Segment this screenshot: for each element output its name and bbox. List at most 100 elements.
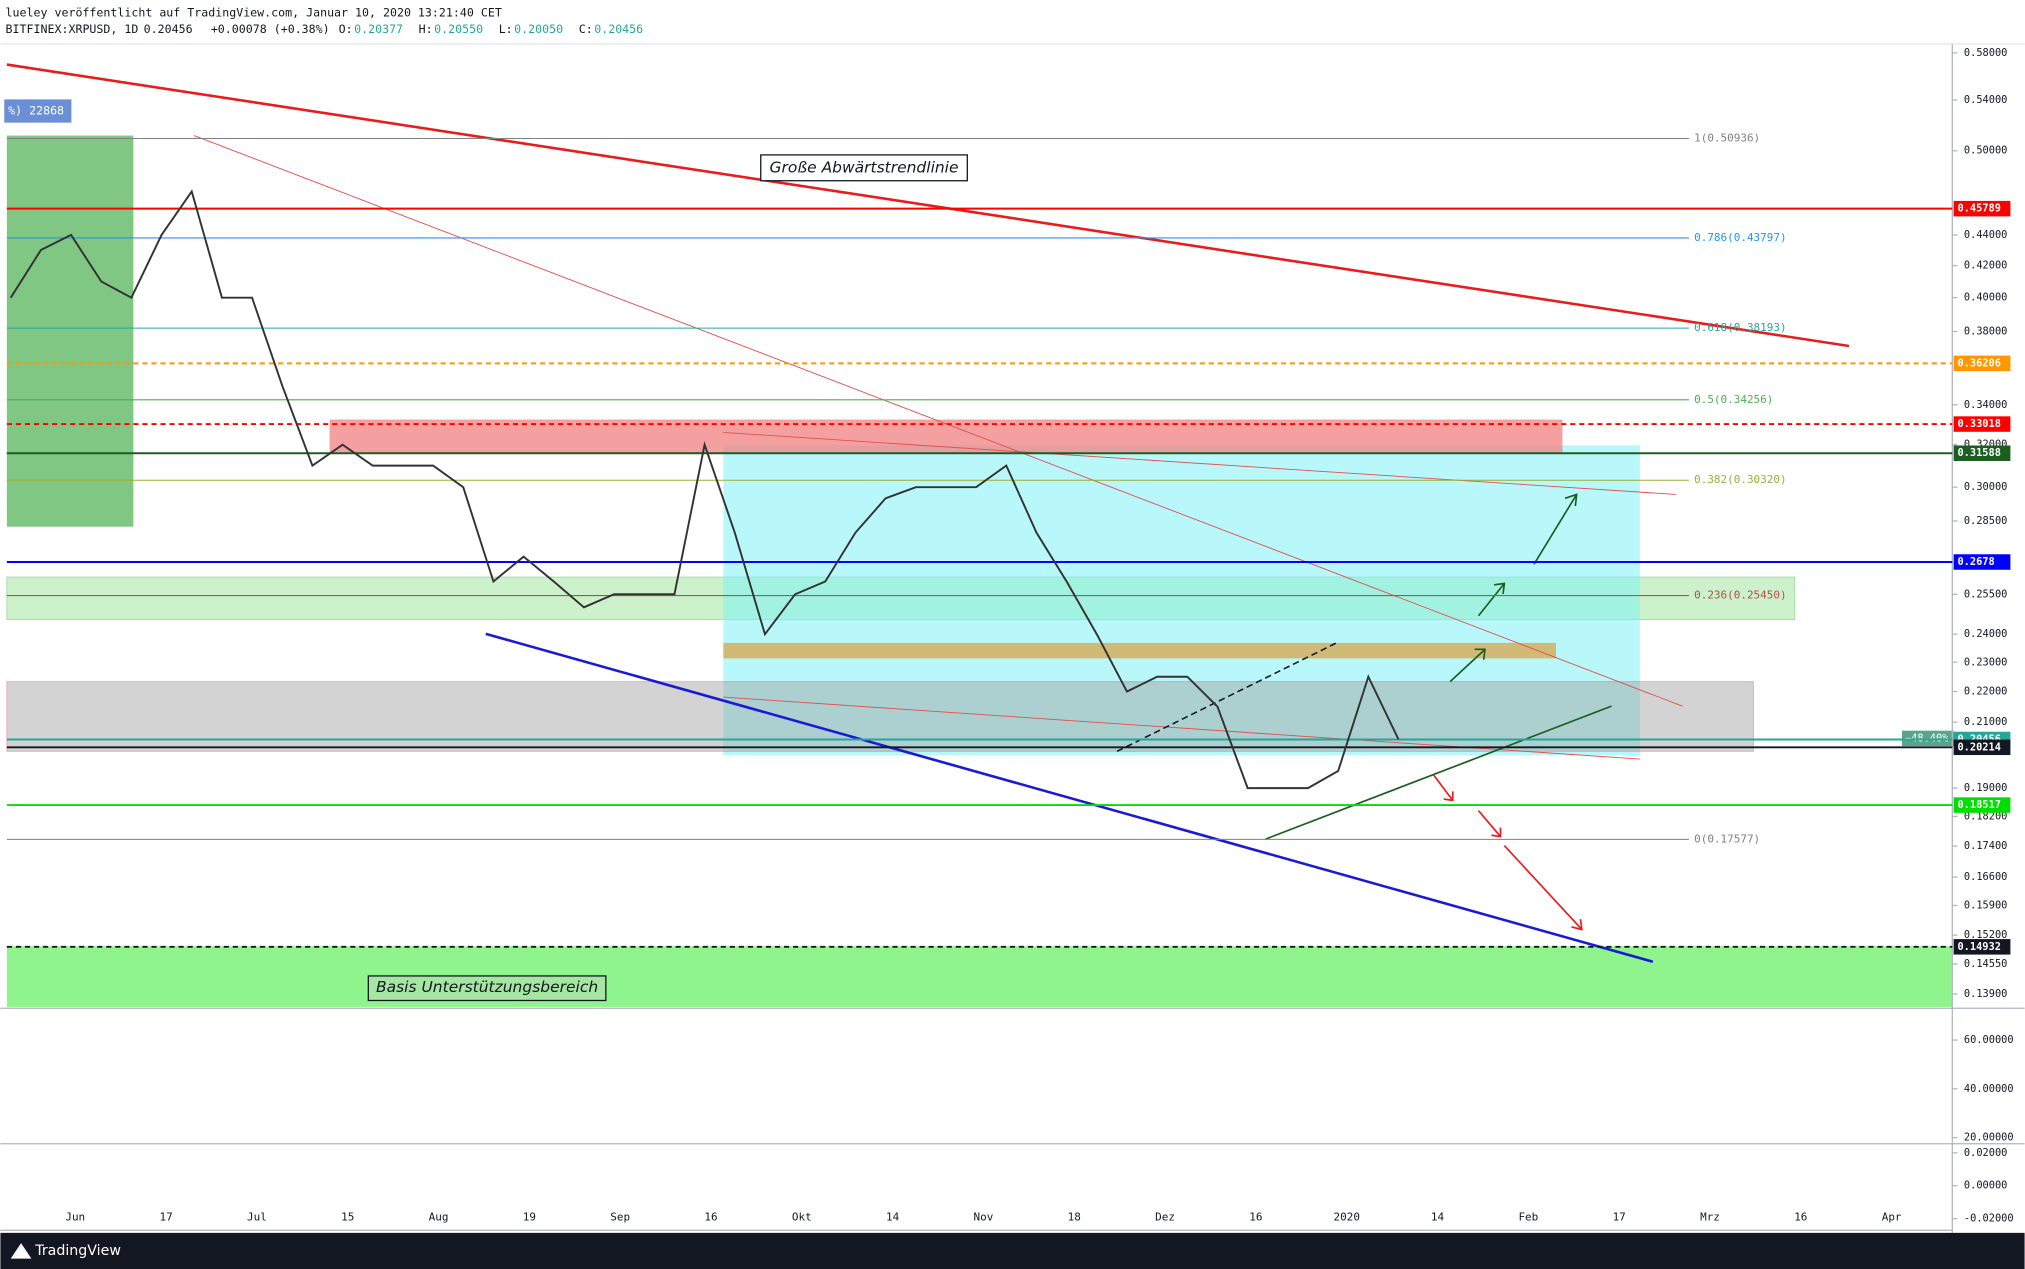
x-tick-label: Okt: [792, 1210, 812, 1223]
x-tick-label: 18: [1068, 1210, 1081, 1223]
zone: [329, 419, 1563, 454]
footer-bar: [0, 1232, 2025, 1269]
level-label: 0.20214: [1957, 741, 2000, 753]
level-box: [1953, 739, 2011, 756]
trendline: [193, 135, 1683, 707]
fib-label: 0.382(0.30320): [1694, 473, 1786, 486]
y-tick-label: 0.25500: [1964, 588, 2007, 600]
price-change: +0.00078 (+0.38%): [211, 22, 330, 36]
level-box: [1953, 445, 2011, 461]
level-box: [1953, 939, 2011, 955]
arrows: [1449, 493, 1578, 683]
y-tick-label: 0.15200: [1964, 929, 2007, 941]
x-tick-label: 19: [523, 1210, 536, 1223]
y-tick-label: 60.00000: [1964, 1034, 2014, 1046]
y-tick-label: 0.38000: [1964, 325, 2007, 337]
y-tick-label: 0.23000: [1964, 656, 2007, 668]
trendline: [485, 632, 1654, 963]
level-label: 0.33018: [1957, 418, 2000, 430]
fib-label: 1(0.50936): [1694, 131, 1760, 144]
annotation-box: [760, 154, 968, 182]
x-tick-label: Jun: [65, 1210, 85, 1223]
trendline: [723, 696, 1640, 760]
fib-label: 0.5(0.34256): [1694, 393, 1773, 406]
trendline: [1265, 705, 1612, 840]
y-tick-label: 0.16600: [1964, 871, 2007, 883]
trendline: [6, 63, 1850, 348]
y-tick-label: 0.22000: [1964, 686, 2007, 698]
ohlc-label: H:: [419, 22, 433, 36]
y-tick-label: 0.40000: [1964, 292, 2007, 304]
x-tick-label: 16: [1794, 1210, 1807, 1223]
ohlc-value: 0.20050: [514, 22, 563, 36]
y-tick-label: 20.00000: [1964, 1132, 2014, 1144]
label-box: [4, 99, 72, 123]
y-tick-label: 0.19000: [1964, 782, 2007, 794]
ohlc-value: 0.20377: [354, 22, 403, 36]
x-tick-label: 17: [159, 1210, 172, 1223]
annotation-box: [367, 975, 607, 1002]
symbol: BITFINEX:XRPUSD, 1D: [6, 22, 139, 36]
last-price: 0.20456: [144, 22, 193, 36]
zone: [6, 946, 1953, 1007]
y-tick-label: 0.28500: [1964, 515, 2007, 527]
y-tick-label: 0.17400: [1964, 840, 2007, 852]
y-tick-label: 0.24000: [1964, 628, 2007, 640]
y-tick-label: 0.15900: [1964, 899, 2007, 911]
footer-brand: TradingView: [34, 1243, 121, 1259]
x-tick-label: Feb: [1518, 1210, 1538, 1223]
x-tick-label: 2020: [1334, 1210, 1360, 1223]
level-label: 0.2678: [1957, 556, 1994, 568]
x-tick-label: 15: [341, 1210, 354, 1223]
level-label: 0.36206: [1957, 357, 2000, 369]
x-tick-label: Sep: [610, 1210, 630, 1223]
ohlc-value: 0.20550: [434, 22, 483, 36]
fib-label: 0(0.17577): [1694, 832, 1760, 845]
y-tick-label: 0.58000: [1964, 47, 2007, 59]
price-line: [9, 189, 1400, 790]
fib-label: 0.236(0.25450): [1694, 589, 1786, 602]
level-box: [1953, 416, 2011, 432]
y-tick-label: 0.13900: [1964, 988, 2007, 1000]
level-label: 0.14932: [1957, 941, 2000, 953]
level-box: [1953, 554, 2011, 570]
y-tick-label: 0.54000: [1964, 94, 2007, 106]
y-tick-label: 0.21000: [1964, 716, 2007, 728]
y-tick-label: 0.14550: [1964, 958, 2007, 970]
y-tick-label: -0.02000: [1964, 1213, 2014, 1225]
level-label: 0.31588: [1957, 447, 2000, 459]
zone: [723, 642, 1556, 659]
x-tick-label: Jul: [247, 1210, 267, 1223]
x-tick-label: 17: [1613, 1210, 1626, 1223]
y-tick-label: 0.42000: [1964, 260, 2007, 272]
ohlc-label: O:: [339, 22, 353, 36]
y-tick-label: 40.00000: [1964, 1083, 2014, 1095]
x-tick-label: 16: [704, 1210, 717, 1223]
change-label: −48.40%: [1905, 732, 1949, 744]
zone: [6, 681, 1755, 752]
fib-label: 0.786(0.43797): [1694, 231, 1786, 244]
x-tick-label: Dez: [1155, 1210, 1175, 1223]
level-label: 0.45789: [1957, 203, 2000, 215]
x-tick-label: 14: [1431, 1210, 1445, 1223]
y-tick-label: 0.30000: [1964, 481, 2007, 493]
label-box: [1901, 730, 1954, 747]
publisher: lueley veröffentlicht auf TradingView.co…: [6, 5, 502, 19]
ohlc-value: 0.20456: [594, 22, 643, 36]
level-box: [1953, 797, 2011, 813]
y-tick-label: 0.50000: [1964, 145, 2007, 157]
x-tick-label: Aug: [429, 1210, 449, 1223]
x-tick-label: Mrz: [1700, 1210, 1720, 1223]
arrows: [1432, 774, 1583, 931]
x-tick-label: Apr: [1882, 1210, 1902, 1223]
zone: [6, 135, 134, 527]
y-tick-label: 0.34000: [1964, 399, 2007, 411]
level-box: [1953, 355, 2011, 372]
ohlc-label: C:: [579, 22, 593, 36]
y-tick-label: 0.44000: [1964, 229, 2007, 241]
x-tick-label: 14: [886, 1210, 900, 1223]
level-box: [1953, 200, 2011, 217]
trendline: [723, 432, 1677, 495]
annotation: Basis Unterstützungsbereich: [376, 978, 598, 996]
